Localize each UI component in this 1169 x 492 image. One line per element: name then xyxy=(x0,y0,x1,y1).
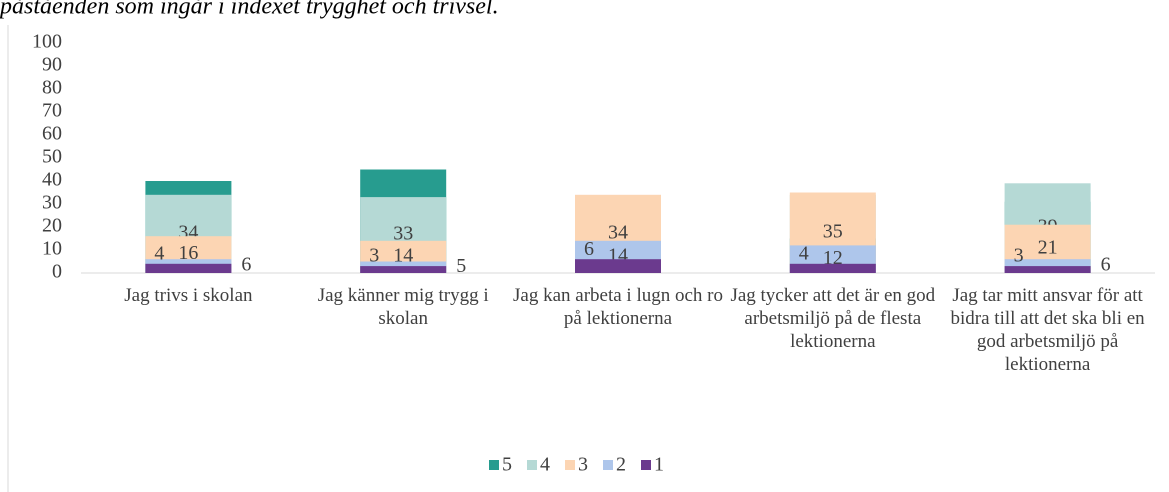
data-label: 3 xyxy=(369,245,379,267)
y-tick-label: 20 xyxy=(42,215,62,237)
bar-segment xyxy=(789,263,876,273)
x-tick-label: Jag trivs i skolan xyxy=(124,285,253,306)
data-label: 4 xyxy=(154,242,164,264)
data-label: 5 xyxy=(456,255,466,277)
legend-swatch xyxy=(527,460,537,470)
data-label: 35 xyxy=(823,220,843,242)
data-label: 3 xyxy=(1014,245,1024,267)
y-tick-label: 60 xyxy=(42,123,62,145)
data-label: 12 xyxy=(823,247,843,269)
y-tick-label: 0 xyxy=(52,261,62,283)
y-tick-label: 30 xyxy=(42,192,62,214)
data-label: 21 xyxy=(1038,236,1058,258)
legend-label: 5 xyxy=(502,454,512,476)
y-tick-label: 10 xyxy=(42,238,62,260)
data-label: 34 xyxy=(608,221,628,243)
legend-swatch xyxy=(489,460,499,470)
x-tick-label: Jag känner mig trygg i skolan xyxy=(317,285,489,329)
x-tick-label: Jag tar mitt ansvar för att bidra till a… xyxy=(950,285,1145,375)
bar-segment xyxy=(575,259,661,273)
y-tick-label: 70 xyxy=(42,100,62,122)
data-label: 14 xyxy=(393,244,413,266)
legend-label: 2 xyxy=(616,454,626,476)
bar-segment xyxy=(145,263,232,273)
y-tick-label: 100 xyxy=(32,31,62,53)
legend-swatch xyxy=(565,460,575,470)
bar-segment xyxy=(1004,266,1091,273)
data-label: 6 xyxy=(241,254,251,276)
legend-swatch xyxy=(641,460,651,470)
x-tick-label: Jag kan arbeta i lugn och ro på lektione… xyxy=(513,285,723,329)
data-label: 4 xyxy=(799,242,809,264)
data-label: 33 xyxy=(393,223,413,245)
bar-segment xyxy=(360,266,447,273)
legend-label: 1 xyxy=(654,454,664,476)
y-tick-label: 50 xyxy=(42,146,62,168)
data-label: 6 xyxy=(1101,254,1111,276)
y-tick-label: 90 xyxy=(42,54,62,76)
data-label: 16 xyxy=(178,242,198,264)
y-tick-label: 80 xyxy=(42,77,62,99)
legend-label: 3 xyxy=(578,454,588,476)
chart-title: påståenden som ingår i indexet trygghet … xyxy=(0,0,499,20)
y-tick-label: 40 xyxy=(42,169,62,191)
legend-label: 4 xyxy=(540,454,550,476)
data-label: 6 xyxy=(584,238,594,260)
x-tick-label: Jag tycker att det är en god arbetsmiljö… xyxy=(730,285,936,352)
legend-swatch xyxy=(603,460,613,470)
